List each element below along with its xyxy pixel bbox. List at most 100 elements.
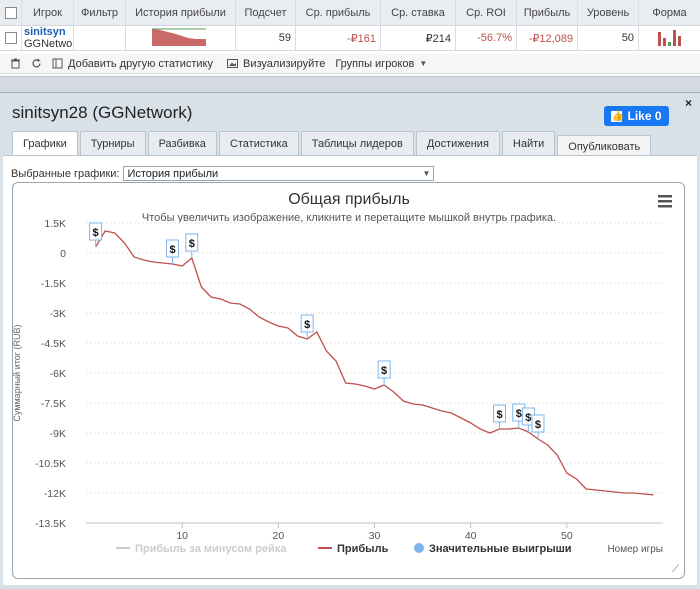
big-win-flag	[185, 233, 199, 252]
chart-subtitle: Чтобы увеличить изображение, кликните и …	[142, 212, 556, 224]
big-win-label: $	[496, 409, 502, 421]
tab-publish[interactable]: Опубликовать	[557, 135, 652, 157]
form-bars	[658, 30, 681, 46]
legend-rake-label: Прибыль за минусом рейка	[135, 543, 287, 555]
tab-graphs[interactable]: Графики	[12, 131, 78, 156]
select-all-cell[interactable]	[0, 0, 22, 25]
select-all-checkbox[interactable]	[4, 6, 17, 19]
x-axis-label: Номер игры	[607, 544, 663, 555]
big-win-flag	[89, 222, 103, 241]
form-bar	[678, 36, 681, 46]
filter-cell	[74, 26, 126, 50]
col-count[interactable]: Подсчет	[236, 0, 296, 25]
player-stats-table: Игрок Фильтр История прибыли Подсчет Ср.…	[0, 0, 700, 51]
table-toolbar: Добавить другую статистику Визуализируйт…	[0, 54, 700, 74]
panel-tabs: Графики Турниры Разбивка Статистика Табл…	[12, 131, 652, 157]
avg-roi-value: -56.7%	[456, 26, 517, 50]
form-bar	[658, 32, 661, 46]
like-label: Like 0	[627, 109, 662, 123]
table-row[interactable]: sinitsyn GGNetwo 59 -₽161 ₽214 -56.7% -₽…	[0, 26, 700, 51]
form-cell	[639, 26, 700, 50]
profit-series-line	[95, 230, 654, 496]
player-network: GGNetwo	[24, 38, 73, 50]
graph-select-label: Выбранные графики:	[11, 167, 120, 180]
form-bar	[673, 30, 676, 46]
y-tick-label: -9K	[50, 428, 66, 440]
tab-breakdown[interactable]: Разбивка	[147, 131, 217, 155]
facebook-like-button[interactable]: 👍 Like 0	[604, 106, 669, 126]
add-column-icon	[52, 58, 63, 69]
profit-history-cell	[126, 26, 236, 50]
table-header: Игрок Фильтр История прибыли Подсчет Ср.…	[0, 0, 700, 26]
row-checkbox-cell[interactable]	[0, 26, 22, 50]
graph-select[interactable]: История прибыли ▼	[123, 166, 435, 181]
big-win-label: $	[304, 319, 310, 331]
chart-svg[interactable]: Общая прибыль Чтобы увеличить изображение…	[13, 183, 685, 579]
legend-bigwin-swatch	[414, 543, 424, 553]
row-checkbox[interactable]	[4, 32, 17, 44]
close-icon[interactable]: ×	[684, 96, 692, 110]
graphs-tab-content: Выбранные графики: История прибыли ▼ Общ…	[3, 155, 697, 585]
sparkline-area	[152, 29, 206, 46]
chevron-down-icon: ▼	[422, 169, 431, 178]
y-tick-label: -1.5K	[41, 278, 66, 290]
big-win-flag	[493, 404, 507, 423]
col-player[interactable]: Игрок	[22, 0, 74, 25]
big-win-label: $	[381, 365, 387, 377]
y-tick-label: -13.5K	[35, 518, 66, 530]
x-tick-label: 20	[272, 530, 284, 542]
player-cell[interactable]: sinitsyn GGNetwo	[22, 26, 74, 50]
col-profit[interactable]: Прибыль	[517, 0, 578, 25]
col-filter[interactable]: Фильтр	[74, 0, 126, 25]
player-groups-label: Группы игроков	[335, 57, 415, 70]
tab-leaderboards[interactable]: Таблицы лидеров	[300, 131, 414, 155]
y-tick-label: 1.5K	[44, 218, 66, 230]
x-tick-label: 10	[176, 530, 188, 542]
x-tick-label: 30	[369, 530, 381, 542]
profit-chart[interactable]: Общая прибыль Чтобы увеличить изображение…	[12, 182, 685, 579]
x-tick-label: 40	[465, 530, 477, 542]
delete-button[interactable]	[10, 58, 21, 69]
big-win-flag	[377, 360, 391, 379]
tab-find[interactable]: Найти	[501, 131, 556, 155]
col-form[interactable]: Форма	[652, 6, 687, 19]
resize-handle-icon[interactable]: ⟋	[672, 564, 679, 575]
col-level[interactable]: Уровень	[578, 0, 639, 25]
y-tick-label: -3K	[50, 308, 66, 320]
y-tick-label: 0	[60, 248, 66, 260]
add-stat-button[interactable]: Добавить другую статистику	[52, 58, 213, 70]
thumbs-up-icon: 👍	[611, 110, 624, 122]
visualize-button[interactable]: Визуализируйте	[227, 58, 325, 70]
menu-icon-bar	[658, 195, 672, 198]
col-avg-roi[interactable]: Ср. ROI	[456, 0, 517, 25]
tab-tournaments[interactable]: Турниры	[79, 131, 146, 155]
y-tick-label: -12K	[44, 488, 66, 500]
trash-icon	[11, 58, 20, 69]
graph-select-value: История прибыли	[127, 167, 219, 180]
big-win-label: $	[535, 419, 541, 431]
big-win-label: $	[93, 227, 99, 239]
y-tick-label: -6K	[50, 368, 66, 380]
menu-icon-bar	[658, 205, 672, 208]
tab-statistics[interactable]: Статистика	[218, 131, 299, 155]
form-bar	[663, 38, 666, 46]
y-tick-label: -4.5K	[41, 338, 66, 350]
chevron-down-icon: ▼	[419, 59, 428, 68]
tab-achievements[interactable]: Достижения	[415, 131, 500, 155]
avg-stake-value: ₽214	[381, 26, 456, 50]
profit-value: -₽12,089	[517, 26, 578, 50]
player-panel: sinitsyn28 (GGNetwork) × 👍 Like 0 График…	[0, 92, 700, 589]
col-avg-stake[interactable]: Ср. ставка	[381, 0, 456, 25]
col-profit-history[interactable]: История прибыли	[126, 0, 236, 25]
panel-title: sinitsyn28 (GGNetwork)	[12, 103, 193, 122]
refresh-icon	[32, 58, 41, 68]
player-groups-dropdown[interactable]: Группы игроков ▼	[335, 58, 427, 70]
refresh-button[interactable]	[31, 58, 42, 69]
avg-profit-value: -₽161	[296, 26, 381, 50]
x-tick-label: 50	[561, 530, 573, 542]
big-win-label: $	[189, 238, 195, 250]
player-name-link[interactable]: sinitsyn	[24, 26, 66, 38]
col-avg-profit[interactable]: Ср. прибыль	[296, 0, 381, 25]
y-tick-label: -10.5K	[35, 458, 66, 470]
add-stat-label: Добавить другую статистику	[68, 57, 213, 70]
